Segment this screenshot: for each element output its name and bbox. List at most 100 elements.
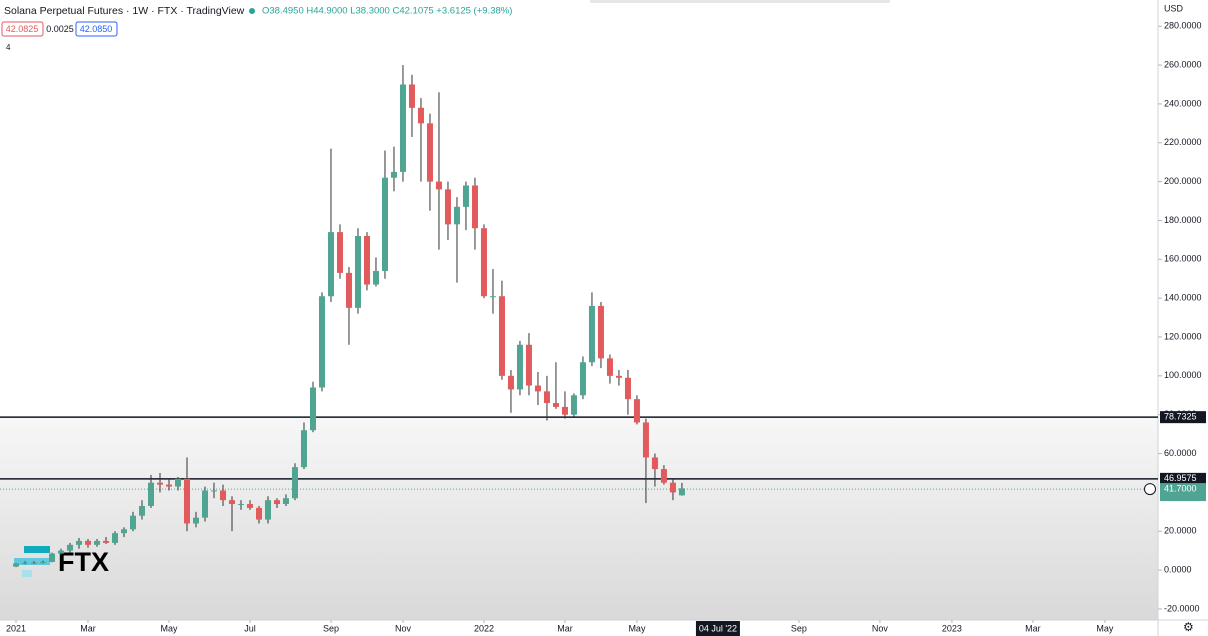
candle-body [507,375,514,390]
x-tick-label: May [628,623,646,633]
candle-body [336,232,343,273]
x-tick-label: May [1096,623,1114,633]
candle-body [166,484,173,487]
candle-body [525,344,532,386]
candle-body [67,544,74,551]
last-price-label: 41.7000 [1164,483,1197,493]
y-tick-label: 280.0000 [1164,21,1202,31]
candle-body [246,504,253,508]
currency: USD [1164,3,1184,13]
candle-body [435,181,442,190]
candle-body [201,490,208,518]
y-tick-label: 160.0000 [1164,254,1202,264]
candle-body [534,385,541,392]
bid: 42.0825 [6,24,39,34]
y-tick-label: 120.0000 [1164,331,1202,341]
spread: 0.0025 [46,24,74,34]
chart-title: Solana Perpetual Futures · 1W · FTX · Tr… [4,5,245,17]
x-tick-label: Jul [244,623,256,633]
candle-body [255,507,262,520]
zone-shade [0,417,1158,620]
level-label-bg [1160,411,1206,424]
candle-body [363,235,370,285]
y-tick-label: 140.0000 [1164,293,1202,303]
status-dot [249,8,255,14]
candle-body [76,540,83,545]
candle-body [489,296,496,298]
candle-body [58,550,65,554]
candle-body [588,305,595,363]
toolbar-edge [590,0,890,3]
candle-body [219,490,226,501]
candle-body [282,498,289,505]
ask: 42.0850 [80,24,113,34]
candle-body [570,395,577,415]
candle-body [624,377,631,400]
candle-body [300,430,307,468]
candle-body [345,272,352,308]
watermark [1188,589,1208,619]
candle-body [354,235,361,308]
crosshair-label: 04 Jul '22 [699,623,737,633]
x-tick-label: Sep [323,623,339,633]
candle-body [40,561,47,564]
candle-body [94,540,101,545]
x-tick-label: Nov [395,623,412,633]
candle-body [552,403,559,407]
candle-body [561,406,568,415]
bid-box[interactable] [1,21,44,37]
candle-body [157,482,164,485]
candle-body [210,490,217,492]
candle-body [606,358,613,376]
candle-body [471,185,478,229]
ask-box[interactable] [75,21,118,37]
x-tick-label: 2023 [942,623,962,633]
candle-body [462,185,469,207]
ohlc-header: O38.4950 H44.9000 L38.3000 C42.1075 +3.6… [262,6,512,17]
y-tick-label: 220.0000 [1164,137,1202,147]
candle-body [273,500,280,505]
y-tick-label: -20.0000 [1164,603,1200,613]
candle-body [85,540,92,545]
logo-text: FTX [58,547,109,577]
candle-body [390,171,397,178]
level-label: 46.9575 [1164,473,1197,483]
y-tick-label: 260.0000 [1164,59,1202,69]
candle-body [480,228,487,297]
candle-body [31,562,38,564]
y-tick-label: 200.0000 [1164,176,1202,186]
candle-body [372,270,379,285]
last-price-bg [1160,483,1206,502]
candle-body [49,553,56,562]
candle-body [121,529,128,534]
x-tick-label: Sep [791,623,807,633]
candle-body [237,504,244,506]
y-tick-label: 240.0000 [1164,98,1202,108]
candle-body [103,540,110,543]
y-tick-label: 0.0000 [1164,564,1192,574]
add-alert[interactable] [1144,483,1156,496]
level-label: 78.7325 [1164,412,1197,422]
candle-body [13,563,20,567]
candle-body [148,482,155,506]
candle-body [399,84,406,172]
candle-body [264,500,271,520]
candle-body [651,457,658,470]
ftx-logo [14,546,50,577]
candle-body [615,375,622,378]
candle-body [642,422,649,458]
candle-body [381,177,388,271]
candle-body [453,206,460,225]
candle-body [130,515,137,530]
x-tick-label: Mar [557,623,573,633]
candle-body [516,344,523,390]
x-tick-label: Nov [872,623,889,633]
candle-body [139,505,146,516]
x-tick-label: 2021 [6,623,26,633]
candle-body [597,305,604,359]
x-tick-label: May [160,623,178,633]
candle-body [669,482,676,493]
x-tick-label: Mar [1025,623,1041,633]
settings-icon[interactable]: ⚙ [1183,620,1194,634]
